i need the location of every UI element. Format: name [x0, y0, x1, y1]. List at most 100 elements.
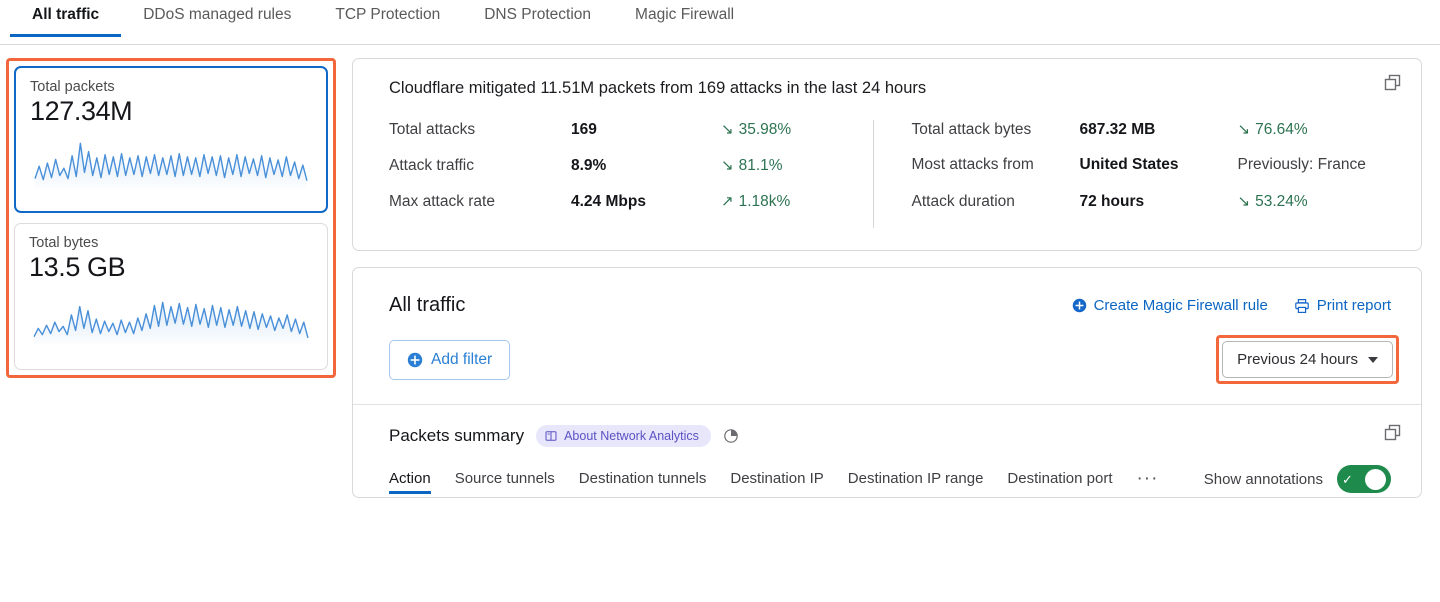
metric-cards-annotation-box: Total packets 127.34M Total bytes 13.5 G…	[6, 58, 336, 378]
book-icon	[545, 431, 557, 441]
filter-row: Add filter Previous 24 hours	[353, 317, 1421, 405]
tab-label: DDoS managed rules	[143, 6, 292, 23]
stat-value: 8.9%	[571, 157, 607, 174]
about-network-analytics-label: About Network Analytics	[564, 429, 699, 443]
about-network-analytics-badge[interactable]: About Network Analytics	[536, 425, 711, 447]
stat-delta: ↗ 1.18k%	[721, 192, 790, 211]
stat-name: Most attacks from	[911, 156, 1034, 173]
subtab-label: Destination IP range	[847, 470, 984, 487]
metric-card-value: 127.34M	[30, 96, 133, 126]
all-traffic-panel: All traffic Create Magic Firewall rule	[352, 267, 1422, 498]
plus-circle-icon	[1072, 298, 1086, 313]
sparkline-total-bytes	[33, 301, 309, 344]
add-filter-button[interactable]: Add filter	[389, 339, 511, 380]
subtab-destination-ip[interactable]: Destination IP	[730, 470, 823, 494]
tab-label: TCP Protection	[335, 6, 441, 23]
page-body: Total packets 127.34M Total bytes 13.5 G…	[0, 45, 1440, 602]
attack-summary-panel: Cloudflare mitigated 11.51M packets from…	[352, 58, 1422, 251]
trend-down-icon: ↘	[1237, 121, 1251, 138]
stat-row: Max attack rate 4.24 Mbps ↗ 1.18k%	[389, 192, 873, 228]
stat-note: Previously: France	[1237, 156, 1366, 173]
stat-row: Attack duration 72 hours ↘ 53.24%	[912, 192, 1396, 228]
stat-value: 687.32 MB	[1079, 121, 1156, 138]
create-magic-firewall-rule-button[interactable]: Create Magic Firewall rule	[1072, 297, 1268, 314]
stat-row: Total attacks 169 ↘ 35.98%	[389, 120, 873, 156]
stat-delta-value: 53.24%	[1255, 193, 1308, 210]
primary-tab-bar: All traffic DDoS managed rules TCP Prote…	[0, 0, 1440, 45]
stat-value: 72 hours	[1079, 193, 1145, 210]
tab-all-traffic[interactable]: All traffic	[10, 0, 122, 37]
toggle-knob	[1365, 468, 1386, 490]
pie-chart-icon[interactable]	[723, 428, 739, 444]
metric-card-label: Total packets	[30, 79, 115, 95]
tab-magic-firewall[interactable]: Magic Firewall	[613, 0, 756, 36]
stat-delta: ↘ 76.64%	[1238, 120, 1308, 139]
plus-circle-icon	[407, 352, 423, 367]
stat-name: Attack duration	[911, 193, 1015, 210]
trend-down-icon: ↘	[1237, 193, 1251, 210]
stat-row: Total attack bytes 687.32 MB ↘ 76.64%	[912, 120, 1396, 156]
printer-icon	[1294, 298, 1309, 313]
subtab-destination-port[interactable]: Destination port	[1007, 470, 1112, 494]
packets-summary-section: Packets summary About Network Analytics	[353, 405, 1421, 497]
stat-delta-value: 1.18k%	[738, 193, 791, 210]
stat-name: Max attack rate	[389, 193, 495, 210]
add-filter-label: Add filter	[431, 350, 493, 368]
tab-dns-protection[interactable]: DNS Protection	[462, 0, 613, 36]
create-magic-firewall-rule-label: Create Magic Firewall rule	[1093, 297, 1268, 314]
metric-card-value: 13.5 GB	[29, 252, 126, 282]
stat-name: Total attack bytes	[911, 121, 1032, 138]
packets-summary-title-row: Packets summary About Network Analytics	[389, 425, 1391, 447]
metric-card-total-bytes[interactable]: Total bytes 13.5 GB	[14, 223, 328, 370]
subtab-source-tunnels[interactable]: Source tunnels	[455, 470, 555, 494]
packets-subtabs: Action Source tunnels Destination tunnel…	[389, 468, 1158, 494]
stat-value: 169	[571, 121, 597, 138]
summary-stats-right: Total attack bytes 687.32 MB ↘ 76.64% Mos…	[872, 120, 1396, 228]
summary-stats-left: Total attacks 169 ↘ 35.98% Attack traffic…	[389, 120, 873, 228]
print-report-button[interactable]: Print report	[1294, 297, 1391, 314]
time-range-value: Previous 24 hours	[1237, 351, 1358, 368]
subtab-label: Destination tunnels	[578, 470, 707, 487]
sparkline-total-packets	[34, 142, 308, 188]
tab-label: DNS Protection	[484, 6, 592, 23]
packets-summary-title: Packets summary	[389, 426, 525, 445]
check-icon: ✓	[1342, 471, 1353, 487]
tab-ddos-managed-rules[interactable]: DDoS managed rules	[121, 0, 313, 36]
stat-delta: ↘ 53.24%	[1238, 192, 1308, 211]
subtab-label: Destination IP	[730, 470, 824, 487]
metric-cards-column: Total packets 127.34M Total bytes 13.5 G…	[6, 58, 336, 602]
copy-icon[interactable]	[1383, 423, 1403, 443]
trend-down-icon: ↘	[721, 157, 734, 174]
stat-name: Attack traffic	[389, 157, 474, 174]
subtab-label: Action	[389, 470, 431, 487]
show-annotations-control: Show annotations ✓	[1204, 465, 1391, 497]
packets-subtabs-row: Action Source tunnels Destination tunnel…	[389, 465, 1391, 497]
summary-stats-grid: Total attacks 169 ↘ 35.98% Attack traffic…	[389, 120, 1395, 228]
traffic-header: All traffic Create Magic Firewall rule	[353, 268, 1421, 317]
subtab-label: Source tunnels	[454, 470, 555, 487]
metric-card-total-packets[interactable]: Total packets 127.34M	[14, 66, 328, 213]
tab-label: Magic Firewall	[635, 6, 735, 23]
tab-label: All traffic	[32, 6, 100, 23]
traffic-header-actions: Create Magic Firewall rule Print report	[1072, 297, 1391, 314]
subtab-destination-tunnels[interactable]: Destination tunnels	[579, 470, 707, 494]
stat-value: 4.24 Mbps	[571, 193, 646, 210]
show-annotations-toggle[interactable]: ✓	[1337, 465, 1391, 493]
time-range-select[interactable]: Previous 24 hours	[1222, 341, 1393, 378]
stat-delta: ↘ 35.98%	[721, 120, 791, 139]
subtab-destination-ip-range[interactable]: Destination IP range	[848, 470, 984, 494]
stat-delta-value: 35.98%	[738, 121, 792, 138]
subtabs-overflow-button[interactable]: ···	[1136, 468, 1159, 489]
stat-delta-value: 76.64%	[1255, 121, 1308, 138]
trend-up-icon: ↗	[721, 193, 734, 210]
stat-row: Most attacks from United States Previous…	[912, 156, 1396, 192]
summary-headline: Cloudflare mitigated 11.51M packets from…	[389, 79, 927, 97]
main-column: Cloudflare mitigated 11.51M packets from…	[352, 58, 1422, 602]
stat-row: Attack traffic 8.9% ↘ 81.1%	[389, 156, 873, 192]
stat-name: Total attacks	[389, 121, 476, 138]
tab-tcp-protection[interactable]: TCP Protection	[313, 0, 462, 36]
subtab-label: Destination port	[1007, 470, 1113, 487]
subtab-action[interactable]: Action	[389, 470, 431, 494]
print-report-label: Print report	[1316, 297, 1391, 314]
copy-icon[interactable]	[1383, 73, 1403, 93]
